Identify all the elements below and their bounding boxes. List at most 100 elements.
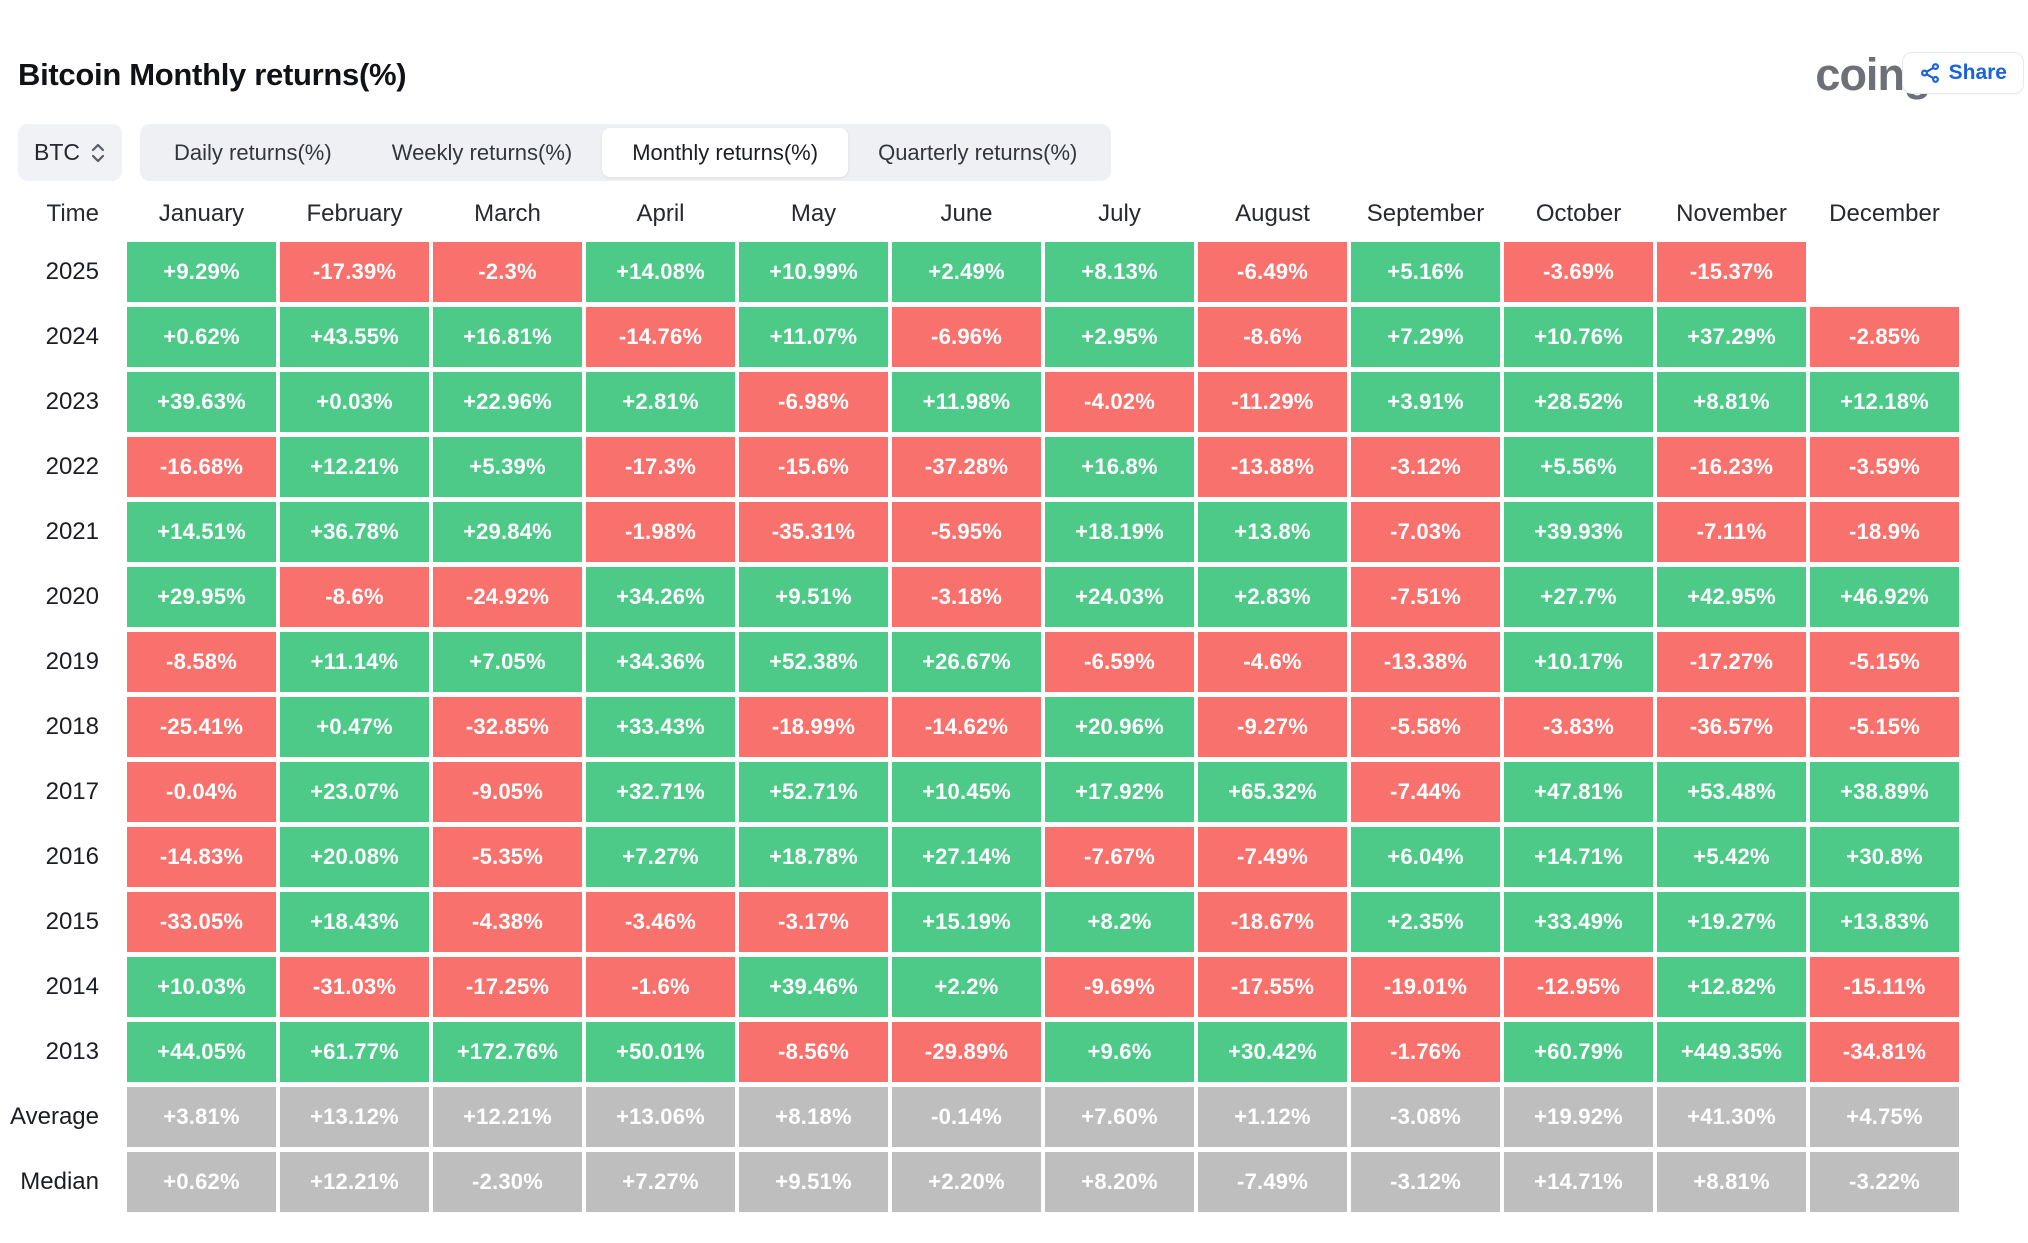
table-cell: +12.21%: [280, 1152, 429, 1212]
table-cell: +44.05%: [127, 1022, 276, 1082]
table-cell: -2.30%: [433, 1152, 582, 1212]
table-cell: +10.76%: [1504, 307, 1653, 367]
table-cell: +33.43%: [586, 697, 735, 757]
table-cell: +53.48%: [1657, 762, 1806, 822]
table-cell: +8.18%: [739, 1087, 888, 1147]
table-cell: -8.58%: [127, 632, 276, 692]
table-cell: +5.16%: [1351, 242, 1500, 302]
share-button[interactable]: Share: [1901, 52, 2024, 94]
table-cell: +38.89%: [1810, 762, 1959, 822]
table-cell: +8.81%: [1657, 372, 1806, 432]
table-cell: -17.3%: [586, 437, 735, 497]
table-cell: -3.69%: [1504, 242, 1653, 302]
table-cell: -1.76%: [1351, 1022, 1500, 1082]
tab-weekly-returns[interactable]: Weekly returns(%): [391, 139, 573, 165]
table-cell: -4.02%: [1045, 372, 1194, 432]
table-cell: -14.83%: [127, 827, 276, 887]
controls-bar: BTC Daily returns(%) Weekly returns(%) M…: [0, 124, 2028, 181]
table-cell: +0.62%: [127, 1152, 276, 1212]
table-cell: +17.92%: [1045, 762, 1194, 822]
table-cell: -17.27%: [1657, 632, 1806, 692]
table-cell: +52.38%: [739, 632, 888, 692]
table-cell: +449.35%: [1657, 1022, 1806, 1082]
table-cell: +1.12%: [1198, 1087, 1347, 1147]
table-cell: -11.29%: [1198, 372, 1347, 432]
table-cell: +10.45%: [892, 762, 1041, 822]
table-cell: -5.58%: [1351, 697, 1500, 757]
table-cell: -6.49%: [1198, 242, 1347, 302]
table-cell: -17.25%: [433, 957, 582, 1017]
row-label: 2019: [45, 648, 99, 675]
table-cell: -2.85%: [1810, 307, 1959, 367]
table-cell: +32.71%: [586, 762, 735, 822]
table-cell: -19.01%: [1351, 957, 1500, 1017]
row-label: 2016: [45, 843, 99, 870]
table-cell: +7.27%: [586, 1152, 735, 1212]
table-cell: -5.95%: [892, 502, 1041, 562]
table-cell: +13.8%: [1198, 502, 1347, 562]
table-cell: +10.03%: [127, 957, 276, 1017]
tab-quarterly-returns[interactable]: Quarterly returns(%): [878, 139, 1078, 165]
table-cell: +27.14%: [892, 827, 1041, 887]
table-cell: -25.41%: [127, 697, 276, 757]
table-cell: +9.6%: [1045, 1022, 1194, 1082]
table-cell: +2.49%: [892, 242, 1041, 302]
table-cell: -16.68%: [127, 437, 276, 497]
table-cell: -6.59%: [1045, 632, 1194, 692]
column-header-month: October: [1535, 200, 1622, 227]
table-cell: +65.32%: [1198, 762, 1347, 822]
table-cell: +7.29%: [1351, 307, 1500, 367]
table-cell: +33.49%: [1504, 892, 1653, 952]
column-header-month: September: [1366, 200, 1485, 227]
table-cell: +20.08%: [280, 827, 429, 887]
tab-monthly-returns[interactable]: Monthly returns(%): [602, 128, 849, 177]
table-cell: -4.6%: [1198, 632, 1347, 692]
table-cell: -15.6%: [739, 437, 888, 497]
table-cell: -0.04%: [127, 762, 276, 822]
table-cell: +7.60%: [1045, 1087, 1194, 1147]
table-cell: -5.35%: [433, 827, 582, 887]
table-cell: +47.81%: [1504, 762, 1653, 822]
table-cell: +18.43%: [280, 892, 429, 952]
table-cell: +18.78%: [739, 827, 888, 887]
table-cell: -3.83%: [1504, 697, 1653, 757]
table-cell: -3.08%: [1351, 1087, 1500, 1147]
row-label: 2023: [45, 388, 99, 415]
table-cell: -0.14%: [892, 1087, 1041, 1147]
row-label: 2014: [45, 973, 99, 1000]
table-cell: +61.77%: [280, 1022, 429, 1082]
table-cell: -15.37%: [1657, 242, 1806, 302]
table-cell: +16.8%: [1045, 437, 1194, 497]
table-cell: +7.05%: [433, 632, 582, 692]
table-cell: -5.15%: [1810, 632, 1959, 692]
column-header-time: Time: [46, 200, 99, 227]
symbol-select[interactable]: BTC: [18, 124, 122, 181]
table-cell: +14.71%: [1504, 1152, 1653, 1212]
table-cell: +46.92%: [1810, 567, 1959, 627]
share-button-label: Share: [1948, 61, 2007, 84]
table-cell: -14.76%: [586, 307, 735, 367]
table-cell: +8.13%: [1045, 242, 1194, 302]
chevron-updown-icon: [91, 143, 105, 162]
column-header-month: June: [940, 200, 993, 227]
column-header-month: August: [1235, 200, 1310, 227]
table-cell: +26.67%: [892, 632, 1041, 692]
table-cell: -31.03%: [280, 957, 429, 1017]
row-label: 2020: [45, 583, 99, 610]
table-cell: -3.18%: [892, 567, 1041, 627]
table-cell: +9.29%: [127, 242, 276, 302]
table-cell: +13.83%: [1810, 892, 1959, 952]
table-cell: +2.81%: [586, 372, 735, 432]
table-cell: +36.78%: [280, 502, 429, 562]
table-cell: -3.17%: [739, 892, 888, 952]
table-cell: -35.31%: [739, 502, 888, 562]
table-cell: -3.22%: [1810, 1152, 1959, 1212]
table-cell: -15.11%: [1810, 957, 1959, 1017]
table-cell: +29.95%: [127, 567, 276, 627]
table-cell: +0.47%: [280, 697, 429, 757]
tab-daily-returns[interactable]: Daily returns(%): [174, 139, 332, 165]
page-header: Bitcoin Monthly returns(%) coinglass: [0, 46, 2028, 104]
table-cell: -8.6%: [280, 567, 429, 627]
row-label: 2024: [45, 323, 99, 350]
table-cell: +13.12%: [280, 1087, 429, 1147]
